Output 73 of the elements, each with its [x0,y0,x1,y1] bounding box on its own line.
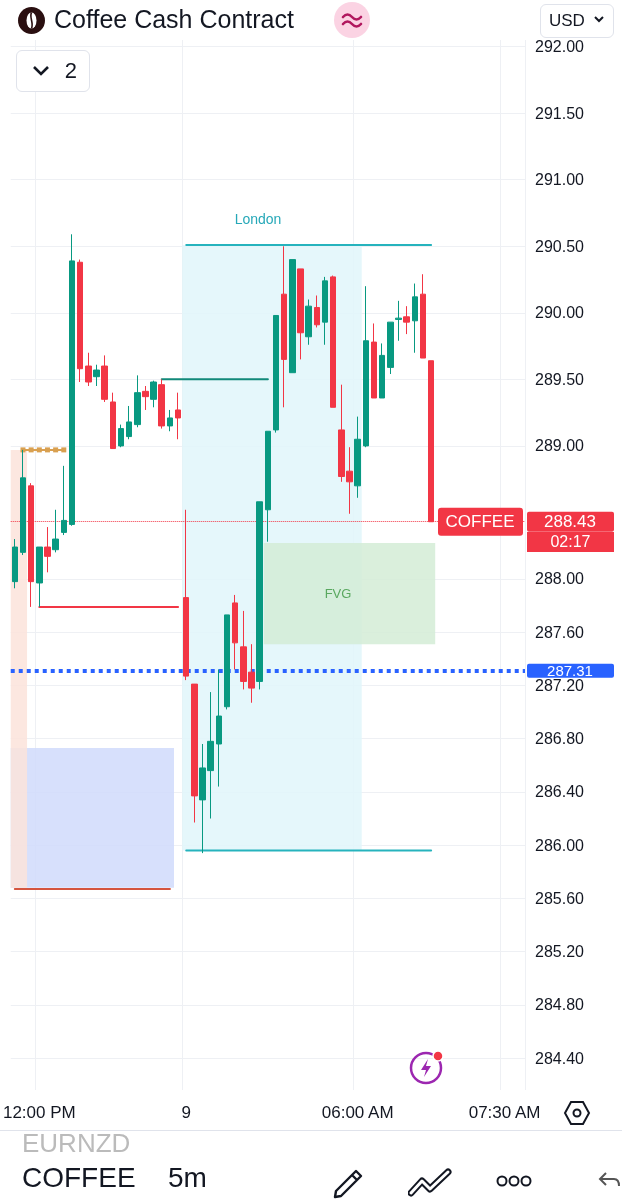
x-tick-label: 07:30 AM [468,1103,541,1122]
candlestick [273,314,279,434]
y-tick-label: 289.50 [535,370,585,388]
y-tick-label: 285.60 [535,889,585,907]
candlestick [142,385,149,411]
candlestick [44,526,51,573]
candlestick [379,342,385,399]
text: 5m [168,1162,207,1194]
y-tick-label: 287.60 [535,623,585,641]
candlestick [224,614,230,710]
candlestick [158,378,165,430]
candlestick [191,683,198,824]
candlestick [305,299,312,346]
candlestick [101,354,108,403]
y-tick-label: 292.00 [535,38,585,56]
candlestick [330,275,336,408]
candlestick [412,283,418,354]
annotation: COFFEE [445,512,515,532]
candlestick [420,273,426,359]
y-tick-label: 289.00 [535,437,585,455]
candlestick [126,405,132,440]
candlestick [354,416,361,499]
candlestick [322,276,328,346]
candlestick [265,430,271,543]
text: COFFEE [22,1162,136,1194]
candlestick [281,245,287,408]
y-tick-label: 286.00 [535,836,585,854]
candlestick [289,259,296,374]
candlestick [36,546,43,608]
y-tick-label: 285.20 [535,943,585,961]
candlestick [232,594,238,670]
candlestick [256,501,263,690]
candlestick [395,300,402,342]
y-tick-label: 291.00 [535,171,585,189]
y-tick-label: 291.50 [535,104,585,122]
text: USD [540,4,614,38]
y-tick-label: 284.40 [535,1049,585,1067]
candlestick [175,392,181,440]
candlestick [134,374,141,428]
annotation: 2 [16,50,90,92]
candlestick [118,424,124,448]
candlestick [61,465,67,536]
candlestick [167,409,173,432]
x-tick-label: 12:00 PM [2,1103,76,1122]
y-tick-label: 290.00 [535,304,585,322]
y-tick-label: 286.80 [535,730,585,748]
chart-title: Coffee Cash Contract [54,5,294,34]
candlestick [52,509,59,553]
candlestick [150,380,157,408]
text: EURNZD [22,1128,131,1159]
candlestick [387,321,394,375]
candlestick [403,305,410,335]
candlestick [297,268,304,360]
candlestick [371,322,377,399]
candlestick [216,668,222,788]
text: 02:17 [527,532,614,552]
candlestick [85,352,92,387]
candlestick [110,392,116,450]
x-tick-label: 06:00 AM [321,1103,394,1122]
annotation: London [234,211,282,227]
candlestick [12,538,18,589]
candlestick [77,259,83,383]
annotation: FVG [324,585,352,601]
y-tick-label: 288.00 [535,570,585,588]
ref-line-label: 288.43 [544,512,596,532]
y-tick-label: 286.40 [535,783,585,801]
candlestick [93,364,100,387]
x-tick-label: 9 [181,1103,191,1122]
candlestick [363,285,369,448]
y-tick-label: 284.80 [535,996,585,1014]
y-tick-label: 290.50 [535,237,585,255]
candlestick [69,233,75,527]
candlestick [314,295,320,328]
